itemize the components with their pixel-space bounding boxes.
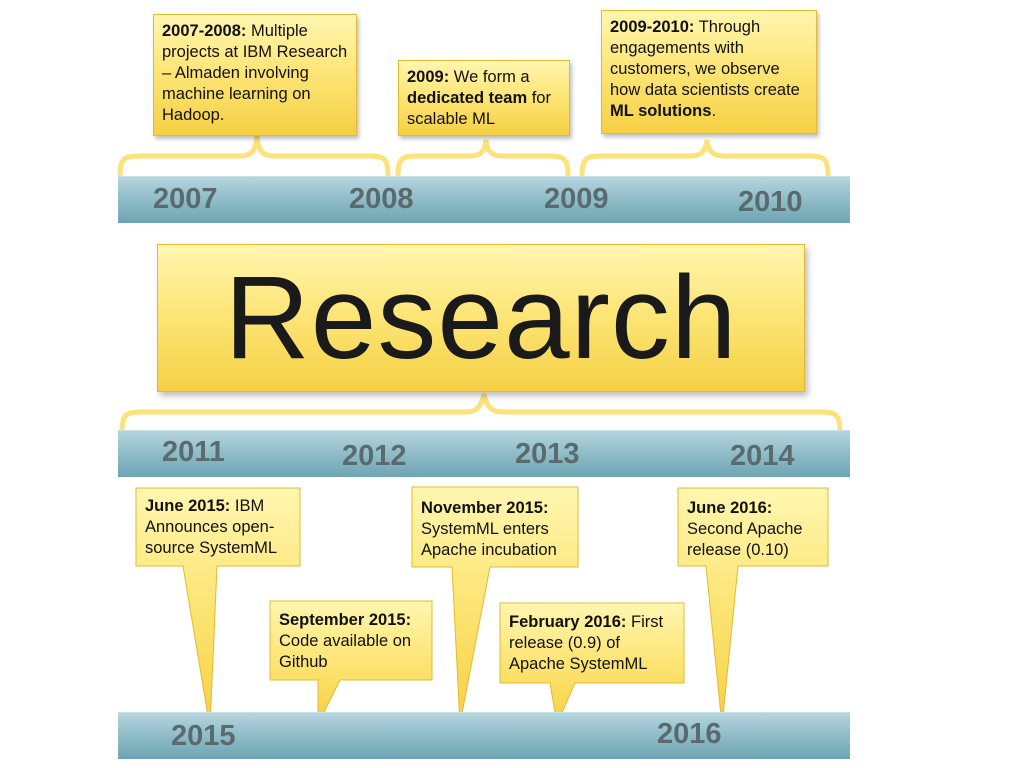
- year-label: 2016: [657, 718, 722, 750]
- timeline-bar-bottom: [118, 712, 850, 759]
- year-label: 2008: [349, 183, 414, 215]
- callout-june-2015-shape: [135, 487, 301, 729]
- callout-feb-2016-title: February 2016:: [509, 613, 627, 631]
- year-label: 2007: [153, 183, 218, 215]
- callout-nov-2015-title: November 2015:: [421, 499, 549, 517]
- callout-sep-2015: September 2015: Code available on Github: [271, 606, 433, 677]
- year-label: 2010: [738, 186, 803, 218]
- note-2009-2010-text-2: .: [711, 102, 717, 120]
- note-2007-2008-title: 2007-2008:: [162, 22, 247, 40]
- year-label: 2013: [515, 438, 580, 470]
- callout-june-2016-title: June 2016:: [687, 499, 773, 517]
- callout-feb-2016: February 2016: First release (0.9) of Ap…: [501, 608, 685, 679]
- callout-june-2016-text: Second Apache release (0.10): [687, 520, 803, 559]
- note-2009-2010-highlight: ML solutions: [610, 102, 712, 120]
- callout-sep-2015-text: Code available on Github: [279, 632, 412, 671]
- timeline-bar-middle: [118, 430, 850, 477]
- brace-research: [119, 393, 843, 433]
- note-2009-highlight: dedicated team: [407, 89, 528, 107]
- note-2007-2008-text: Multiple projects at IBM Research – Alma…: [162, 22, 348, 124]
- callout-sep-2015-shape: [269, 600, 433, 725]
- year-label: 2014: [730, 440, 795, 472]
- brace-2009-2010: [579, 139, 831, 177]
- callout-june-2015-text: IBM Announces open-source SystemML: [145, 497, 278, 557]
- note-2007-2008: 2007-2008: Multiple projects at IBM Rese…: [153, 14, 357, 136]
- callout-feb-2016-shape: [499, 602, 685, 726]
- note-2009-title: 2009:: [407, 68, 450, 86]
- callout-june-2015-title: June 2015:: [145, 497, 231, 515]
- callout-june-2016-shape: [677, 487, 829, 727]
- year-label: 2009: [544, 183, 609, 215]
- note-2009-text-1: We form a: [449, 68, 530, 86]
- callout-feb-2016-text: First release (0.9) of Apache SystemML: [509, 613, 664, 673]
- note-2009: 2009: We form a dedicated team for scala…: [398, 60, 570, 136]
- research-label: Research: [224, 252, 738, 384]
- callout-nov-2015-text: SystemML enters Apache incubation: [421, 520, 557, 559]
- note-2009-text-2: for scalable ML: [407, 89, 551, 128]
- brace-2007-2008: [117, 135, 391, 177]
- callout-nov-2015: November 2015: SystemML enters Apache in…: [413, 494, 579, 565]
- timeline-bar-top: [118, 176, 850, 223]
- note-2009-2010: 2009-2010: Through engagements with cust…: [601, 10, 817, 134]
- year-label: 2011: [162, 436, 225, 468]
- brace-2009: [395, 139, 571, 177]
- note-2009-2010-text-1: Through engagements with customers, we o…: [610, 18, 800, 99]
- research-box: Research: [157, 244, 805, 392]
- year-label: 2012: [342, 440, 407, 472]
- note-2009-2010-title: 2009-2010:: [610, 18, 695, 36]
- callout-june-2016: June 2016: Second Apache release (0.10): [679, 494, 829, 565]
- callout-sep-2015-title: September 2015:: [279, 611, 412, 629]
- callout-nov-2015-shape: [411, 486, 579, 725]
- callout-june-2015: June 2015: IBM Announces open-source Sys…: [137, 492, 301, 563]
- year-label: 2015: [171, 720, 236, 752]
